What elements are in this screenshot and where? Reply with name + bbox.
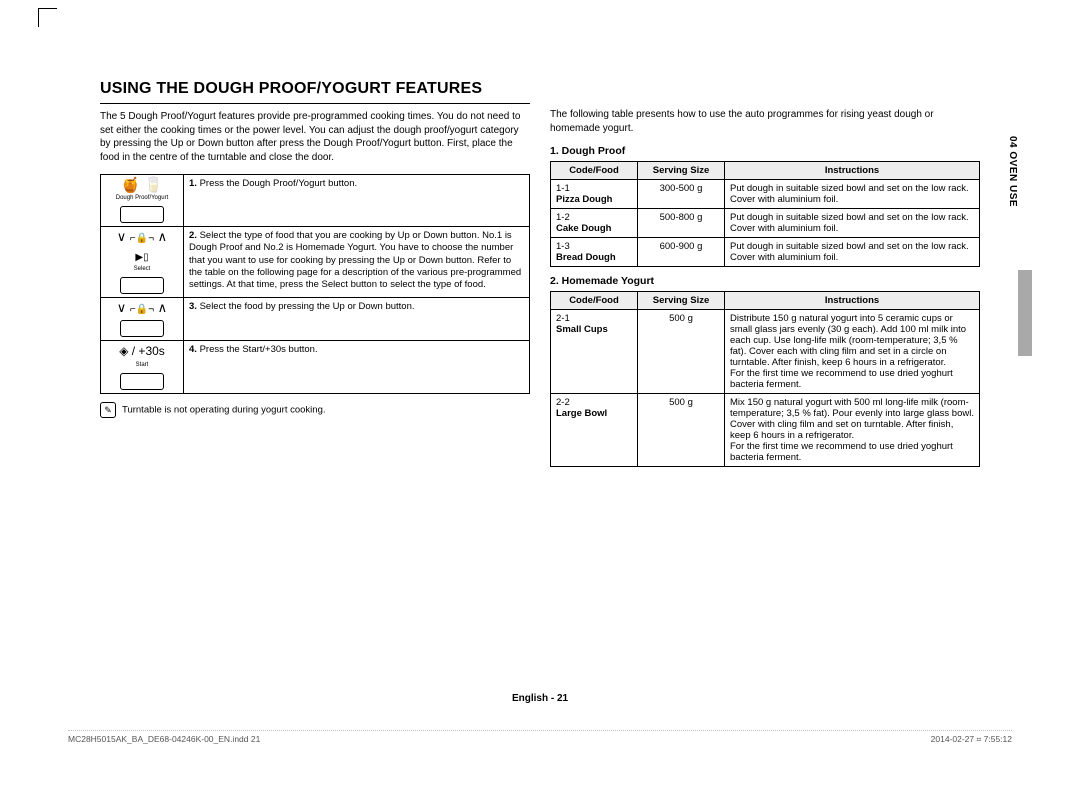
- inst: Mix 150 g natural yogurt with 500 ml lon…: [725, 394, 980, 467]
- yogurt-table: Code/Food Serving Size Instructions 2-1S…: [550, 291, 980, 467]
- inst: Put dough in suitable sized bowl and set…: [725, 238, 980, 267]
- icon-label: Start: [136, 362, 149, 369]
- th-code: Code/Food: [551, 162, 638, 180]
- page-title: USING THE DOUGH PROOF/YOGURT FEATURES: [100, 80, 530, 104]
- inst: Distribute 150 g natural yogurt into 5 c…: [725, 310, 980, 394]
- table-row: 1-1Pizza Dough 300-500 gPut dough in suit…: [551, 180, 980, 209]
- food: Large Bowl: [556, 408, 607, 419]
- note-icon: ✎: [100, 402, 116, 418]
- jar-icon: 🍯 🥛: [121, 178, 163, 193]
- size: 500-800 g: [638, 209, 725, 238]
- food: Small Cups: [556, 324, 608, 335]
- steps-table: 🍯 🥛 Dough Proof/Yogurt 1. Press the Doug…: [100, 174, 530, 394]
- step-text: Select the type of food that you are coo…: [189, 230, 521, 290]
- display-icon: [120, 277, 164, 294]
- food: Pizza Dough: [556, 194, 612, 205]
- right-intro: The following table presents how to use …: [550, 108, 980, 135]
- step-text: Press the Dough Proof/Yogurt button.: [200, 178, 358, 189]
- size: 500 g: [638, 394, 725, 467]
- table-row: ◈ / +30s Start 4. Press the Start/+30s b…: [101, 341, 530, 394]
- arrows-icon: ∨ ⌐🔒¬ ∧: [117, 301, 167, 316]
- table-row: ∨ ⌐🔒¬ ∧ ▶▯ Select 2. Select the type of …: [101, 227, 530, 298]
- step-number: 4.: [189, 344, 197, 355]
- th-inst: Instructions: [725, 292, 980, 310]
- step-number: 3.: [189, 301, 197, 312]
- th-size: Serving Size: [638, 292, 725, 310]
- table-row: 2-1Small Cups 500 gDistribute 150 g natur…: [551, 310, 980, 394]
- step-number: 1.: [189, 178, 197, 189]
- code: 2-1: [556, 313, 570, 324]
- size: 300-500 g: [638, 180, 725, 209]
- th-size: Serving Size: [638, 162, 725, 180]
- th-inst: Instructions: [725, 162, 980, 180]
- inst: Put dough in suitable sized bowl and set…: [725, 180, 980, 209]
- code: 2-2: [556, 397, 570, 408]
- inst: Put dough in suitable sized bowl and set…: [725, 209, 980, 238]
- table-row: 🍯 🥛 Dough Proof/Yogurt 1. Press the Doug…: [101, 175, 530, 227]
- food: Bread Dough: [556, 252, 616, 263]
- side-tab: 04 OVEN USE: [1007, 136, 1018, 207]
- th-code: Code/Food: [551, 292, 638, 310]
- display-icon: [120, 206, 164, 223]
- table-row: 1-2Cake Dough 500-800 gPut dough in suita…: [551, 209, 980, 238]
- select-icon: ▶▯: [135, 251, 148, 264]
- page-footer: English - 21: [0, 693, 1080, 704]
- code: 1-2: [556, 212, 570, 223]
- food: Cake Dough: [556, 223, 611, 234]
- foot-left: MC28H5015AK_BA_DE68-04246K-00_EN.indd 21: [68, 734, 260, 745]
- dough-proof-heading: 1. Dough Proof: [550, 145, 980, 157]
- display-icon: [120, 320, 164, 337]
- size: 500 g: [638, 310, 725, 394]
- note-text: Turntable is not operating during yogurt…: [122, 404, 326, 415]
- start-icon: ◈ / +30s: [119, 344, 165, 360]
- side-thumb-tab: [1018, 270, 1032, 356]
- icon-label: Select: [134, 266, 151, 273]
- step-number: 2.: [189, 230, 197, 241]
- size: 600-900 g: [638, 238, 725, 267]
- crop-mark: [38, 8, 57, 27]
- dough-proof-table: Code/Food Serving Size Instructions 1-1P…: [550, 161, 980, 267]
- icon-label: Dough Proof/Yogurt: [116, 195, 168, 202]
- step-text: Press the Start/+30s button.: [200, 344, 318, 355]
- table-row: 1-3Bread Dough 600-900 gPut dough in suit…: [551, 238, 980, 267]
- step-text: Select the food by pressing the Up or Do…: [200, 301, 415, 312]
- intro-text: The 5 Dough Proof/Yogurt features provid…: [100, 110, 530, 164]
- display-icon: [120, 373, 164, 390]
- yogurt-heading: 2. Homemade Yogurt: [550, 275, 980, 287]
- table-row: ∨ ⌐🔒¬ ∧ 3. Select the food by pressing t…: [101, 298, 530, 341]
- arrows-icon: ∨ ⌐🔒¬ ∧: [117, 230, 167, 245]
- code: 1-1: [556, 183, 570, 194]
- code: 1-3: [556, 241, 570, 252]
- foot-right: 2014-02-27 ⌗ 7:55:12: [931, 734, 1012, 745]
- note-row: ✎ Turntable is not operating during yogur…: [100, 402, 530, 418]
- table-row: 2-2Large Bowl 500 gMix 150 g natural yogu…: [551, 394, 980, 467]
